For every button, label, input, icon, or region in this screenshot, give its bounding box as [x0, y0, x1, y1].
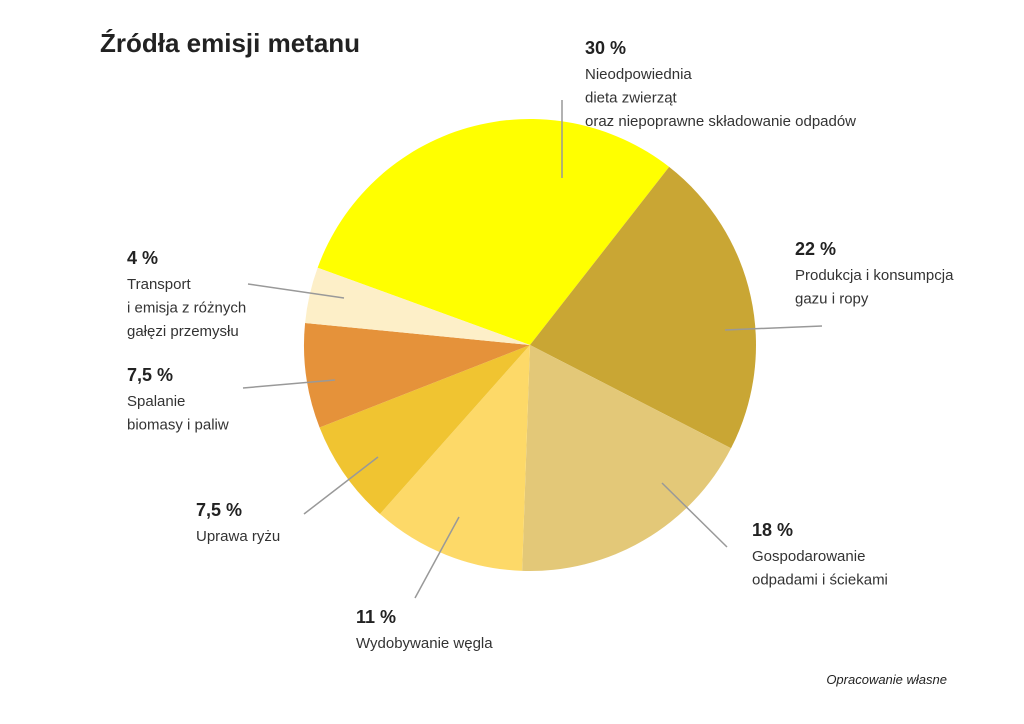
category-label: Spalanie — [127, 393, 185, 410]
category-label: gazu i ropy — [795, 291, 869, 308]
pie-slice — [522, 345, 732, 571]
value-label: 30 % — [585, 38, 626, 58]
pie-slice — [530, 166, 756, 449]
chart-title: Źródła emisji metanu — [100, 28, 360, 58]
category-label: Uprawa ryżu — [196, 528, 280, 545]
category-label: Produkcja i konsumpcja — [795, 267, 954, 284]
pie-slice — [304, 322, 530, 428]
pie-slice — [379, 345, 530, 571]
pie-slice — [305, 267, 530, 345]
leader-line — [242, 379, 336, 389]
category-label: Gospodarowanie — [752, 548, 865, 565]
value-label: 18 % — [752, 520, 793, 540]
leader-line — [661, 482, 728, 548]
category-label: gałęzi przemysłu — [127, 323, 239, 340]
leader-line — [724, 325, 823, 331]
pie-slice — [319, 345, 530, 515]
value-label: 4 % — [127, 248, 158, 268]
pie-slice — [317, 119, 670, 346]
category-label: oraz niepoprawne składowanie odpadów — [585, 113, 856, 130]
source: Opracowanie własne — [826, 672, 947, 687]
category-label: Transport — [127, 276, 191, 293]
category-label: odpadami i ściekami — [752, 572, 888, 589]
value-label: 7,5 % — [196, 500, 242, 520]
category-label: Nieodpowiednia — [585, 66, 692, 83]
category-label: Wydobywanie węgla — [356, 635, 493, 652]
category-label: biomasy i paliw — [127, 417, 229, 434]
category-label: dieta zwierząt — [585, 90, 678, 107]
value-label: 22 % — [795, 239, 836, 259]
value-label: 11 % — [356, 607, 396, 627]
category-label: i emisja z różnych — [127, 300, 246, 317]
leader-line — [414, 516, 460, 599]
leader-line — [247, 283, 345, 299]
leader-line — [303, 456, 379, 515]
value-label: 7,5 % — [127, 365, 173, 385]
